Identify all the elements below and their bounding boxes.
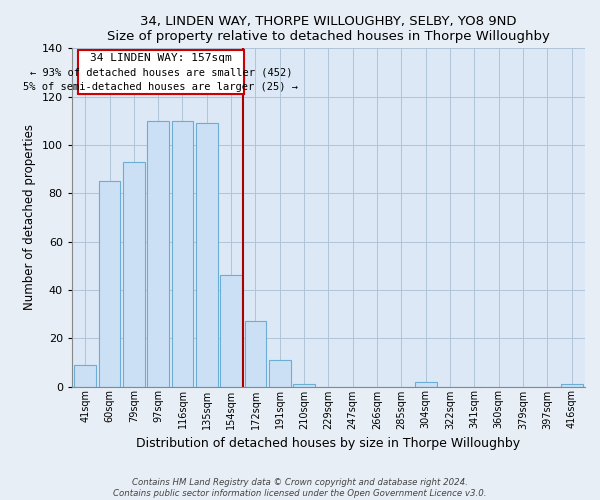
X-axis label: Distribution of detached houses by size in Thorpe Willoughby: Distribution of detached houses by size …: [136, 437, 520, 450]
Bar: [147, 121, 169, 386]
Bar: [560, 384, 583, 386]
Bar: [220, 276, 242, 386]
Text: ← 93% of detached houses are smaller (452): ← 93% of detached houses are smaller (45…: [29, 68, 292, 78]
Text: 34 LINDEN WAY: 157sqm: 34 LINDEN WAY: 157sqm: [90, 53, 232, 63]
Bar: [172, 121, 193, 386]
Title: 34, LINDEN WAY, THORPE WILLOUGHBY, SELBY, YO8 9ND
Size of property relative to d: 34, LINDEN WAY, THORPE WILLOUGHBY, SELBY…: [107, 15, 550, 43]
Bar: [196, 123, 218, 386]
Text: Contains HM Land Registry data © Crown copyright and database right 2024.
Contai: Contains HM Land Registry data © Crown c…: [113, 478, 487, 498]
Bar: [269, 360, 291, 386]
Bar: [245, 322, 266, 386]
Bar: [123, 162, 145, 386]
Y-axis label: Number of detached properties: Number of detached properties: [23, 124, 36, 310]
Bar: [293, 384, 315, 386]
Bar: [98, 181, 121, 386]
Bar: [74, 365, 96, 386]
Bar: [415, 382, 437, 386]
Text: 5% of semi-detached houses are larger (25) →: 5% of semi-detached houses are larger (2…: [23, 82, 298, 92]
FancyBboxPatch shape: [78, 50, 244, 94]
